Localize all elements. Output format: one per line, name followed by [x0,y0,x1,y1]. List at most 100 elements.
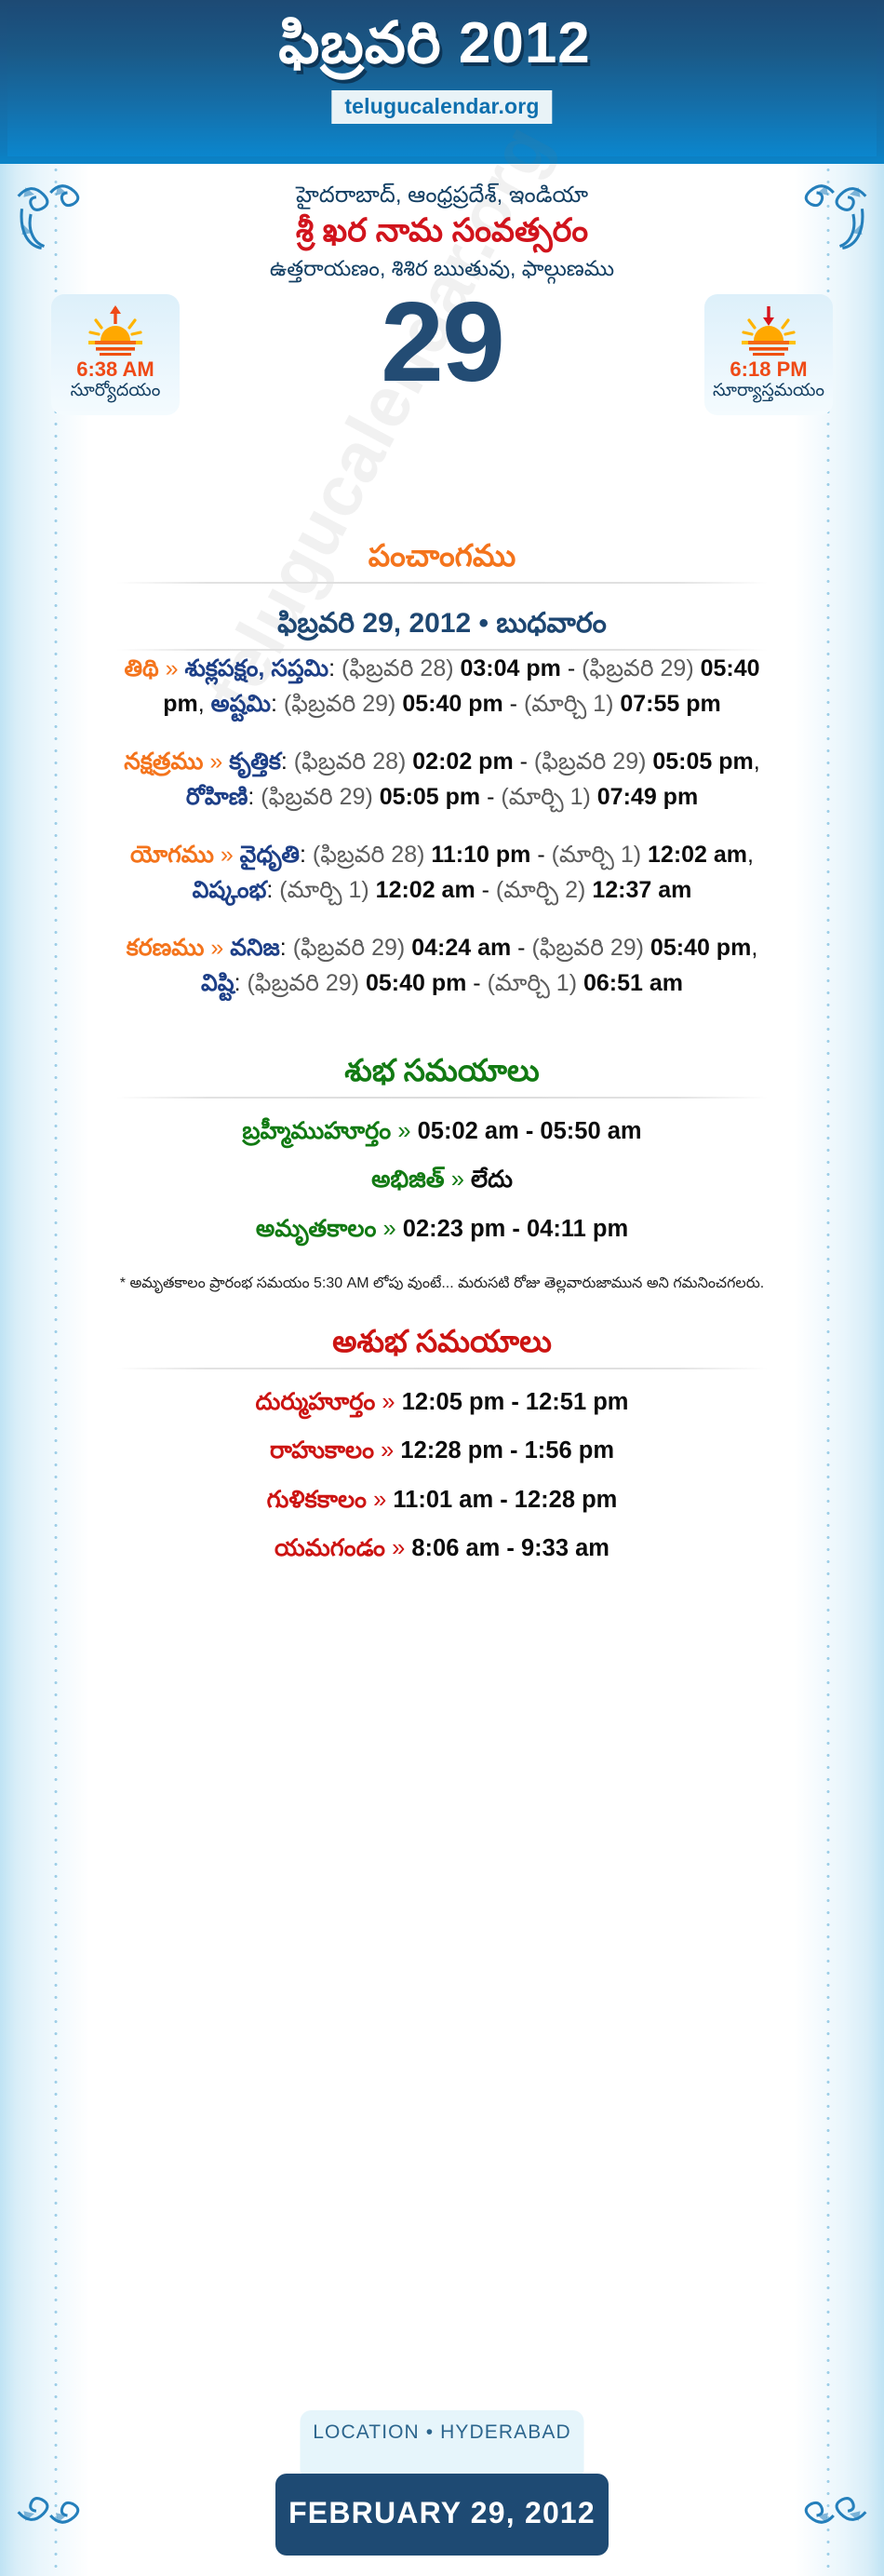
location-plate: LOCATION • HYDERABAD [300,2410,584,2475]
row-separator-icon: » [382,1389,395,1416]
entry-to-day: (మార్చి 1) [551,841,642,868]
panchangam-row: తిథి » శుక్లపక్షం, సప్తమి: (ఫిబ్రవరి 28)… [124,654,760,717]
entry-to-day: (ఫిబ్రవరి 29) [582,654,694,681]
entry-from-day: (మార్చి 1) [279,876,369,903]
ayanam-ruthuvu-line: ఉత్తరాయణం, శిశిర ఋతువు, ఫాల్గుణము [269,256,615,280]
entry-from-time: 05:40 pm [402,690,503,717]
entry-to-time: 12:37 am [592,876,692,903]
sunset-time: 6:18 PM [730,357,808,381]
row-spacer [0,1247,884,1260]
row-spacer [0,1517,884,1531]
muhurtham-label: అమృతకాలం [255,1215,377,1242]
section-divider [116,582,768,585]
entry-from-day: (ఫిబ్రవరి 28) [293,748,407,775]
entry-from-time: 11:10 pm [431,841,531,868]
right-dot-rail [826,164,830,2576]
sunset-box: 6:18 PM సూర్యాస్తమయం [704,294,833,415]
muhurtham-value: 02:23 pm - 04:11 pm [402,1215,629,1242]
muhurtham-label: రాహుకాలం [270,1437,375,1464]
panchangam-row-label: కరణము [126,934,205,961]
entry-from-day: (ఫిబ్రవరి 29) [247,969,360,996]
entry-name: సప్తమి [271,654,329,681]
row-separator-icon: » [209,748,223,775]
entry-from-time: 05:05 pm [379,783,481,810]
entry-to-day: (మార్చి 1) [523,690,614,717]
amrutakalam-note: * అమృతకాలం ప్రారంభ సమయం 5:30 AM లోపు వుం… [119,1275,765,1291]
entry-name: రోహిణి [185,783,248,810]
corner-flourish-icon [11,2449,100,2539]
muhurtham-value: 12:28 pm - 1:56 pm [400,1437,614,1464]
row-spacer [0,1149,884,1162]
row-separator-icon: » [382,1215,396,1242]
samvatsaram-title: శ్రీ ఖర నామ సంవత్సరం [295,212,589,249]
site-name-chip[interactable]: telugucalendar.org [331,90,553,124]
muhurtham-value: 12:05 pm - 12:51 pm [401,1389,629,1416]
asubha-row: యమగండం » 8:06 am - 9:33 am [116,1531,768,1566]
entry-from-day: (ఫిబ్రవరి 29) [261,783,373,810]
muhurtham-value: లేదు [471,1167,513,1194]
row-spacer [0,815,884,837]
row-separator-icon: » [220,841,234,868]
panchangam-row-label: తిథి [124,654,159,681]
row-spacer [0,722,884,744]
row-separator-icon: » [373,1486,387,1513]
sunrise-box: 6:38 AM సూర్యోదయం [51,294,180,415]
entry-name: విష్టి [200,969,234,996]
row-separator-icon: » [450,1167,464,1194]
panchangam-row: కరణము » వనిజ: (ఫిబ్రవరి 29) 04:24 am - (… [126,934,758,996]
banner-gradient [7,7,877,156]
entry-from-time: 04:24 am [411,934,512,961]
muhurtham-label: అభిజిత్ [371,1167,445,1194]
panchangam-row-label: యోగము [130,841,214,868]
entry-from-day: (ఫిబ్రవరి 28) [342,654,454,681]
location-line: హైదరాబాద్, ఆంధ్రప్రదేశ్, ఇండియా [295,182,589,208]
entry-to-time: 06:51 am [583,969,684,996]
row-separator-icon: » [165,654,179,681]
row-separator-icon: » [397,1118,411,1144]
panchangam-row-label: నక్షత్రము [124,748,204,775]
entry-to-day: (ఫిబ్రవరి 29) [531,934,644,961]
calendar-body: HYDERABAD TELUGU PANCHANGAM FEBRUARY 29,… [0,112,884,2576]
row-separator-icon: » [381,1437,395,1464]
section-divider [116,648,768,651]
sunrise-label: సూర్యోదయం [70,381,161,401]
muhurtham-value: 8:06 am - 9:33 am [411,1534,609,1561]
muhurtham-label: దుర్ముహూర్తం [255,1389,376,1416]
row-separator-icon: » [392,1534,406,1561]
entry-name: అష్టమి [210,690,271,717]
footer-date-plate: FEBRUARY 29, 2012 [275,2474,609,2556]
row-spacer [0,908,884,930]
asubha-items: దుర్ముహూర్తం » 12:05 pm - 12:51 pm రాహుకా… [0,1384,884,1579]
entry-name: విష్కంభ [192,876,267,903]
entry-from-day: (ఫిబ్రవరి 29) [283,690,396,717]
panchangam-rows: తిథి » శుక్లపక్షం, సప్తమి: (ఫిబ్రవరి 28)… [0,651,884,1023]
entry-from-day: (ఫిబ్రవరి 28) [312,841,425,868]
row-separator-icon: » [210,934,224,961]
corner-flourish-icon [784,2449,873,2539]
panchangam-date-line: ఫిబ్రవరి 29, 2012 • బుధవారం [277,608,607,640]
panchangam-row: యోగము » వైధృతి: (ఫిబ్రవరి 28) 11:10 pm -… [130,841,754,903]
asubha-row: గుళికకాలం » 11:01 am - 12:28 pm [116,1482,768,1517]
muhurtham-value: 05:02 am - 05:50 am [417,1118,642,1144]
title-banner: ఫిబ్రవరి 2012 [0,0,884,164]
muhurtham-value: 11:01 am - 12:28 pm [393,1486,618,1513]
corner-flourish-icon [784,169,873,259]
sunrise-icon [88,305,142,356]
row-spacer [0,1420,884,1433]
subha-row: అభిజిత్ » లేదు [116,1162,768,1197]
corner-flourish-icon [11,169,100,259]
month-year-title: ఫిబ్రవరి 2012 [278,11,591,75]
sunset-label: సూర్యాస్తమయం [712,381,825,401]
paksham-label: శుక్లపక్షం, [184,654,265,681]
entry-to-day: (మార్చి 1) [501,783,591,810]
muhurtham-label: బ్రహ్మీముహూర్తం [242,1118,392,1144]
entry-to-day: (మార్చి 2) [495,876,586,903]
asubha-heading: అశుభ సమయాలు [332,1323,552,1358]
entry-from-day: (ఫిబ్రవరి 29) [292,934,406,961]
entry-to-day: (మార్చి 1) [487,969,578,996]
entry-to-day: (ఫిబ్రవరి 29) [533,748,647,775]
big-day-number: 29 [381,278,505,405]
entry-name: వైధృతి [239,841,300,868]
subha-heading: శుభ సమయాలు [344,1052,540,1087]
